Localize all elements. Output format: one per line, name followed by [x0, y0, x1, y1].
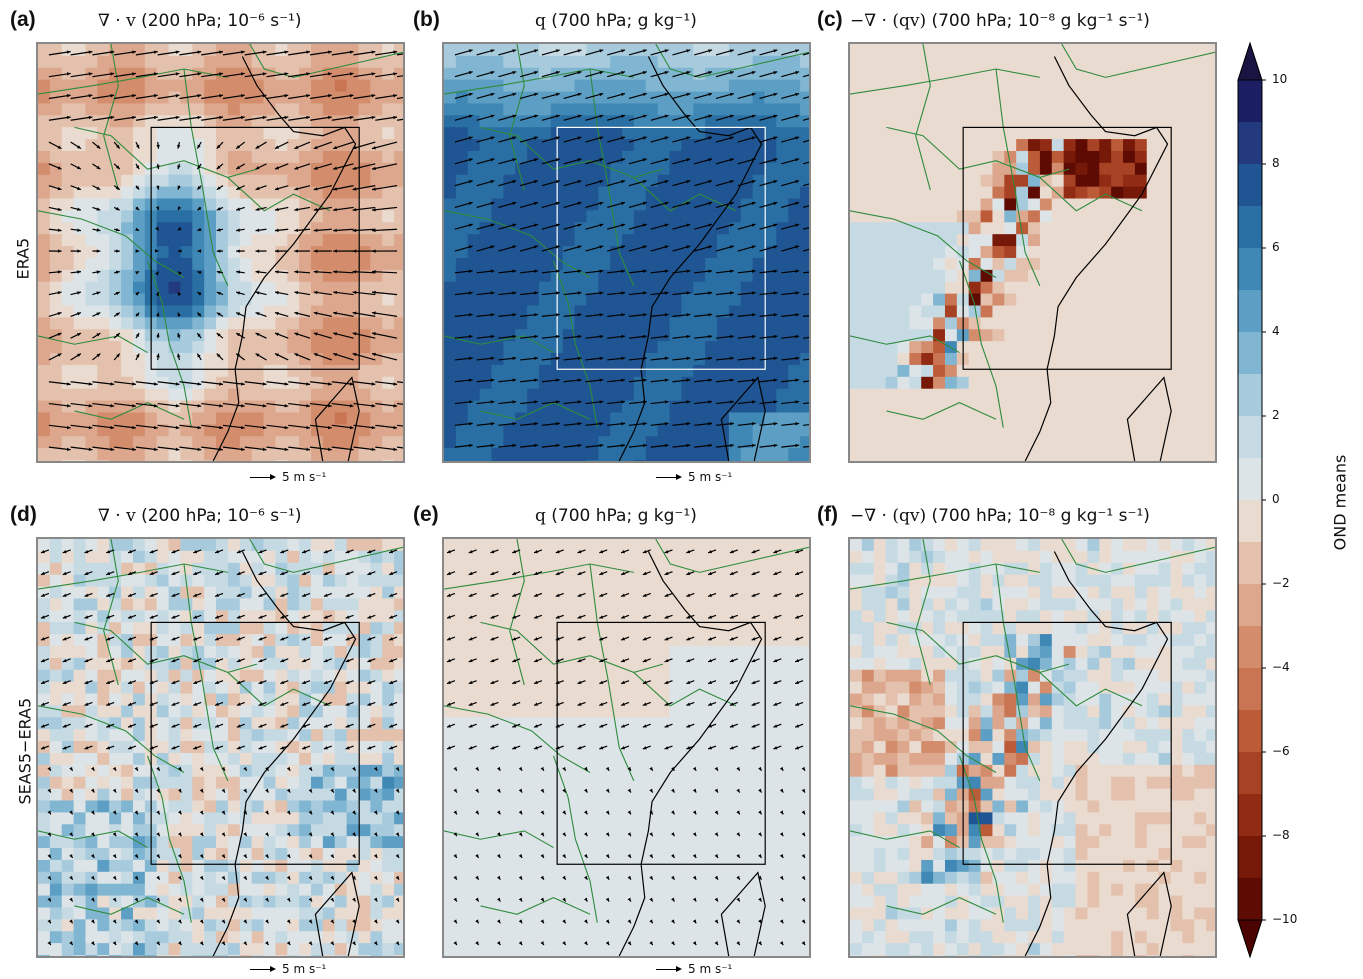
- panel-label-d: (d): [10, 503, 37, 526]
- map-panel-d: [36, 537, 405, 958]
- colorbar-tick-label: 10: [1272, 72, 1288, 86]
- panel-label-b: (b): [413, 8, 440, 31]
- colorbar-tick-label: −10: [1272, 912, 1298, 926]
- colorbar-tick-label: −8: [1272, 828, 1290, 842]
- reference-vector-b: 5 m s⁻¹: [656, 470, 732, 484]
- reference-vector-e: 5 m s⁻¹: [656, 962, 732, 976]
- colorbar-tick-label: −6: [1272, 744, 1290, 758]
- colorbar-tick-label: −2: [1272, 576, 1290, 590]
- panel-label-e: (e): [413, 503, 439, 526]
- row-label-seas5-era5: SEAS5−ERA5: [15, 697, 35, 805]
- panel-label-f: (f): [817, 503, 838, 526]
- colorbar-tick-label: 8: [1272, 156, 1280, 170]
- colorbar-tick-label: −4: [1272, 660, 1290, 674]
- map-panel-f: [848, 537, 1217, 958]
- colorbar-label: OND means: [1330, 454, 1350, 551]
- colorbar-tick-label: 6: [1272, 240, 1280, 254]
- panel-title-d: ∇ · v (200 hPa; 10⁻⁶ s⁻¹): [98, 506, 302, 526]
- panel-title-c: −∇ · (qv) (700 hPa; 10⁻⁸ g kg⁻¹ s⁻¹): [850, 11, 1150, 31]
- panel-title-a: ∇ · v (200 hPa; 10⁻⁶ s⁻¹): [98, 11, 302, 31]
- reference-vector-d: 5 m s⁻¹: [250, 962, 326, 976]
- reference-vector-a: 5 m s⁻¹: [250, 470, 326, 484]
- panel-label-c: (c): [817, 8, 843, 31]
- panel-label-a: (a): [10, 8, 36, 31]
- map-panel-e: [442, 537, 811, 958]
- map-panel-a: [36, 42, 405, 463]
- colorbar: [1237, 42, 1266, 958]
- map-panel-b: [442, 42, 811, 463]
- panel-title-b: q (700 hPa; g kg⁻¹): [535, 11, 697, 31]
- colorbar-tick-label: 2: [1272, 408, 1280, 422]
- colorbar-tick-label: 0: [1272, 492, 1280, 506]
- panel-title-f: −∇ · (qv) (700 hPa; 10⁻⁸ g kg⁻¹ s⁻¹): [850, 506, 1150, 526]
- panel-title-e: q (700 hPa; g kg⁻¹): [535, 506, 697, 526]
- map-panel-c: [848, 42, 1217, 463]
- row-label-era5: ERA5: [13, 237, 33, 280]
- colorbar-tick-label: 4: [1272, 324, 1280, 338]
